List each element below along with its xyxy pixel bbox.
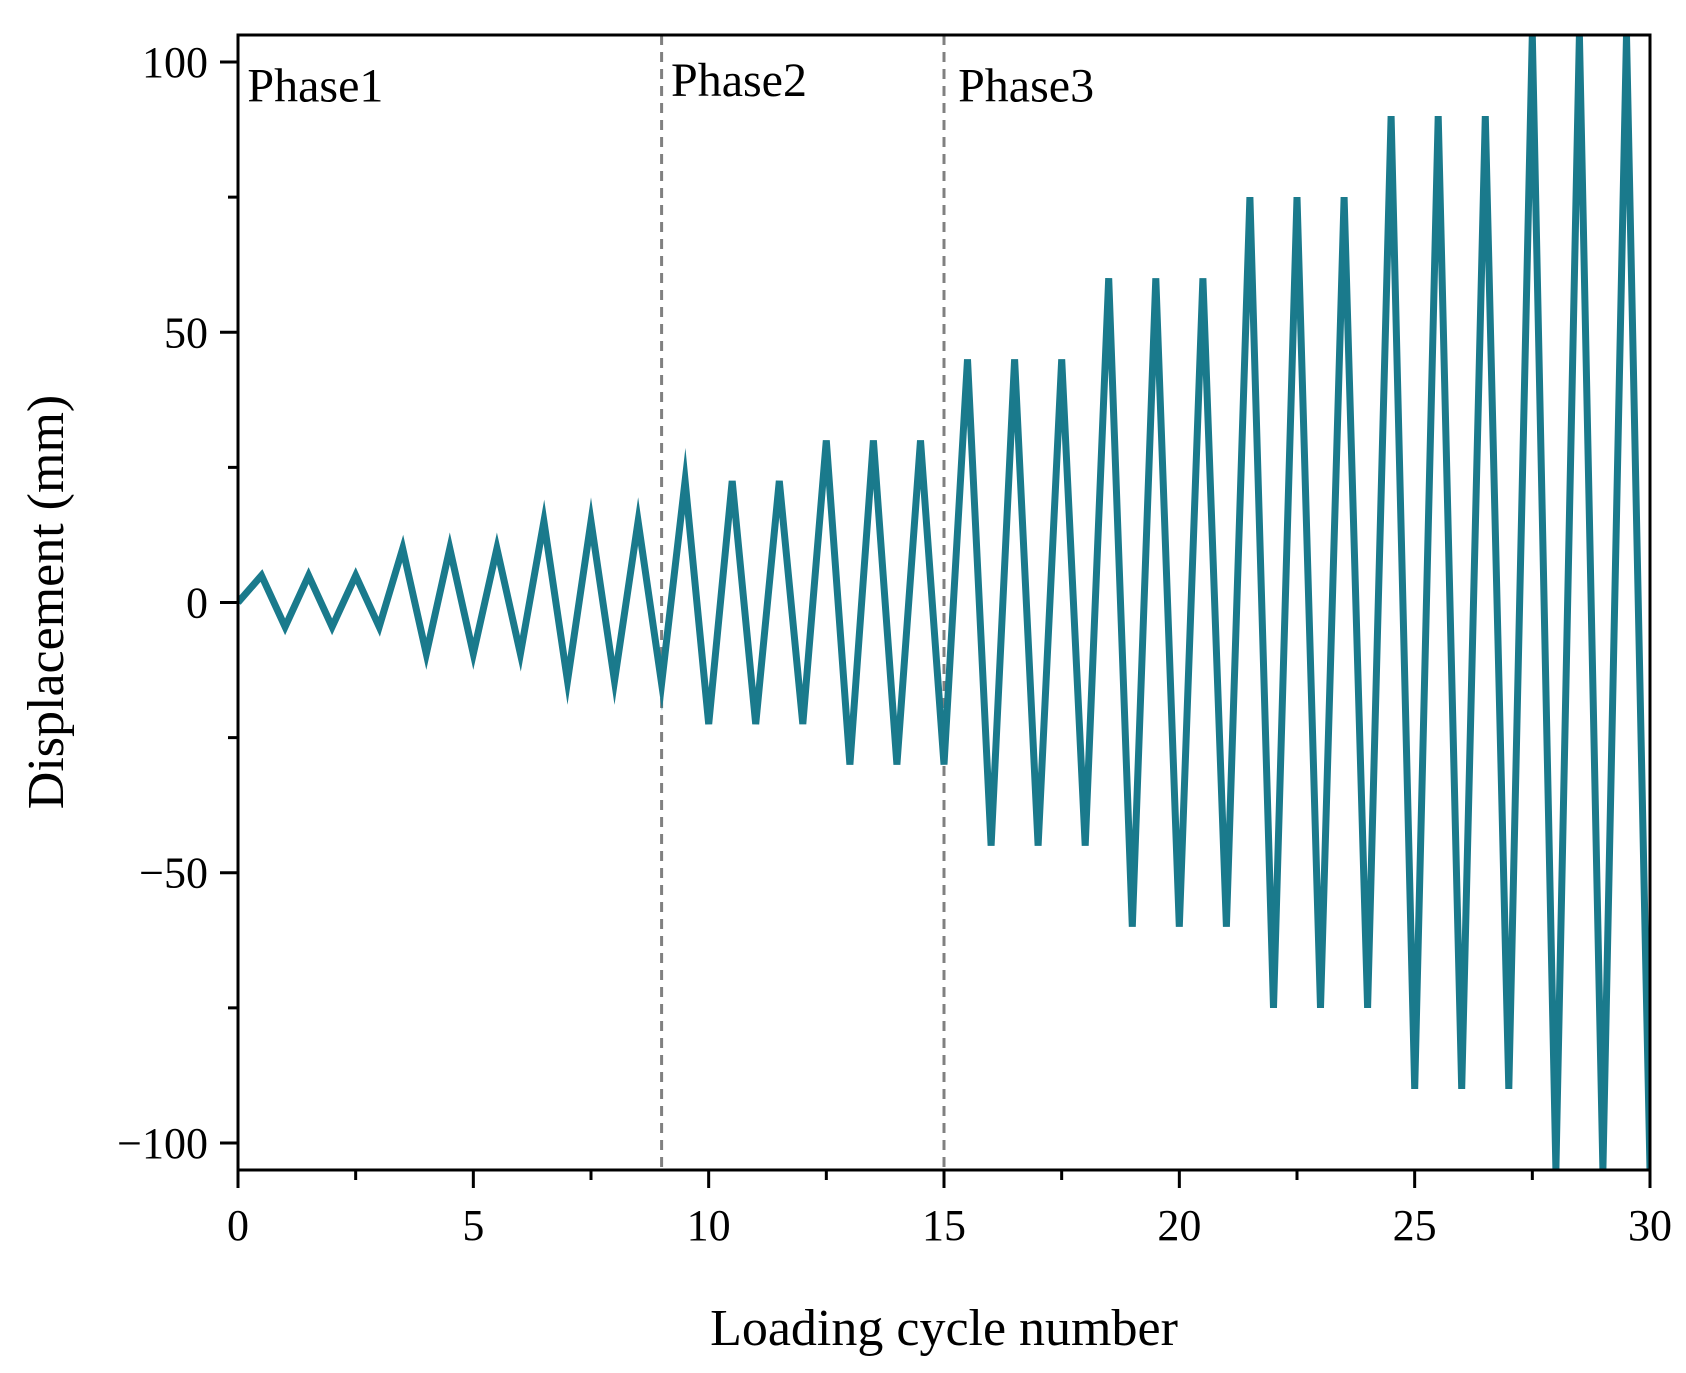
phase-label-1: Phase1 [247,60,383,113]
x-axis-title: Loading cycle number [710,1300,1178,1357]
x-tick-label: 15 [922,1201,966,1250]
phase-annotations: Phase1 Phase2 Phase3 [247,54,1094,112]
x-tick-label: 5 [462,1201,484,1250]
x-tick-label: 30 [1628,1201,1672,1250]
x-tick-label: 25 [1393,1201,1437,1250]
y-tick-label: 50 [164,308,208,357]
x-tick-label: 20 [1157,1201,1201,1250]
phase-label-3: Phase3 [958,60,1094,113]
phase-label-2: Phase2 [671,54,807,107]
y-tick-label: 0 [186,579,208,628]
x-tick-label: 10 [687,1201,731,1250]
y-tick-label: 100 [142,38,208,87]
series-line-0 [238,35,1650,1170]
phase-boundary-lines [660,35,946,1170]
x-axis: 0 5 10 15 20 25 30 [227,1170,1672,1250]
y-axis: −100 −50 0 50 100 [117,38,238,1168]
x-tick-label: 0 [227,1201,249,1250]
series-layer [238,35,1650,1170]
y-tick-label: −50 [139,849,208,898]
y-tick-label: −100 [117,1119,208,1168]
y-axis-title: Displacement (mm) [18,395,75,809]
